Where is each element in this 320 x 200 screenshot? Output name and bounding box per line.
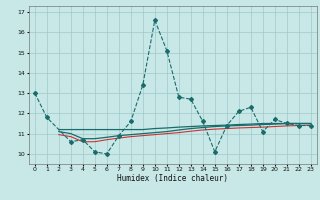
X-axis label: Humidex (Indice chaleur): Humidex (Indice chaleur) [117,174,228,183]
